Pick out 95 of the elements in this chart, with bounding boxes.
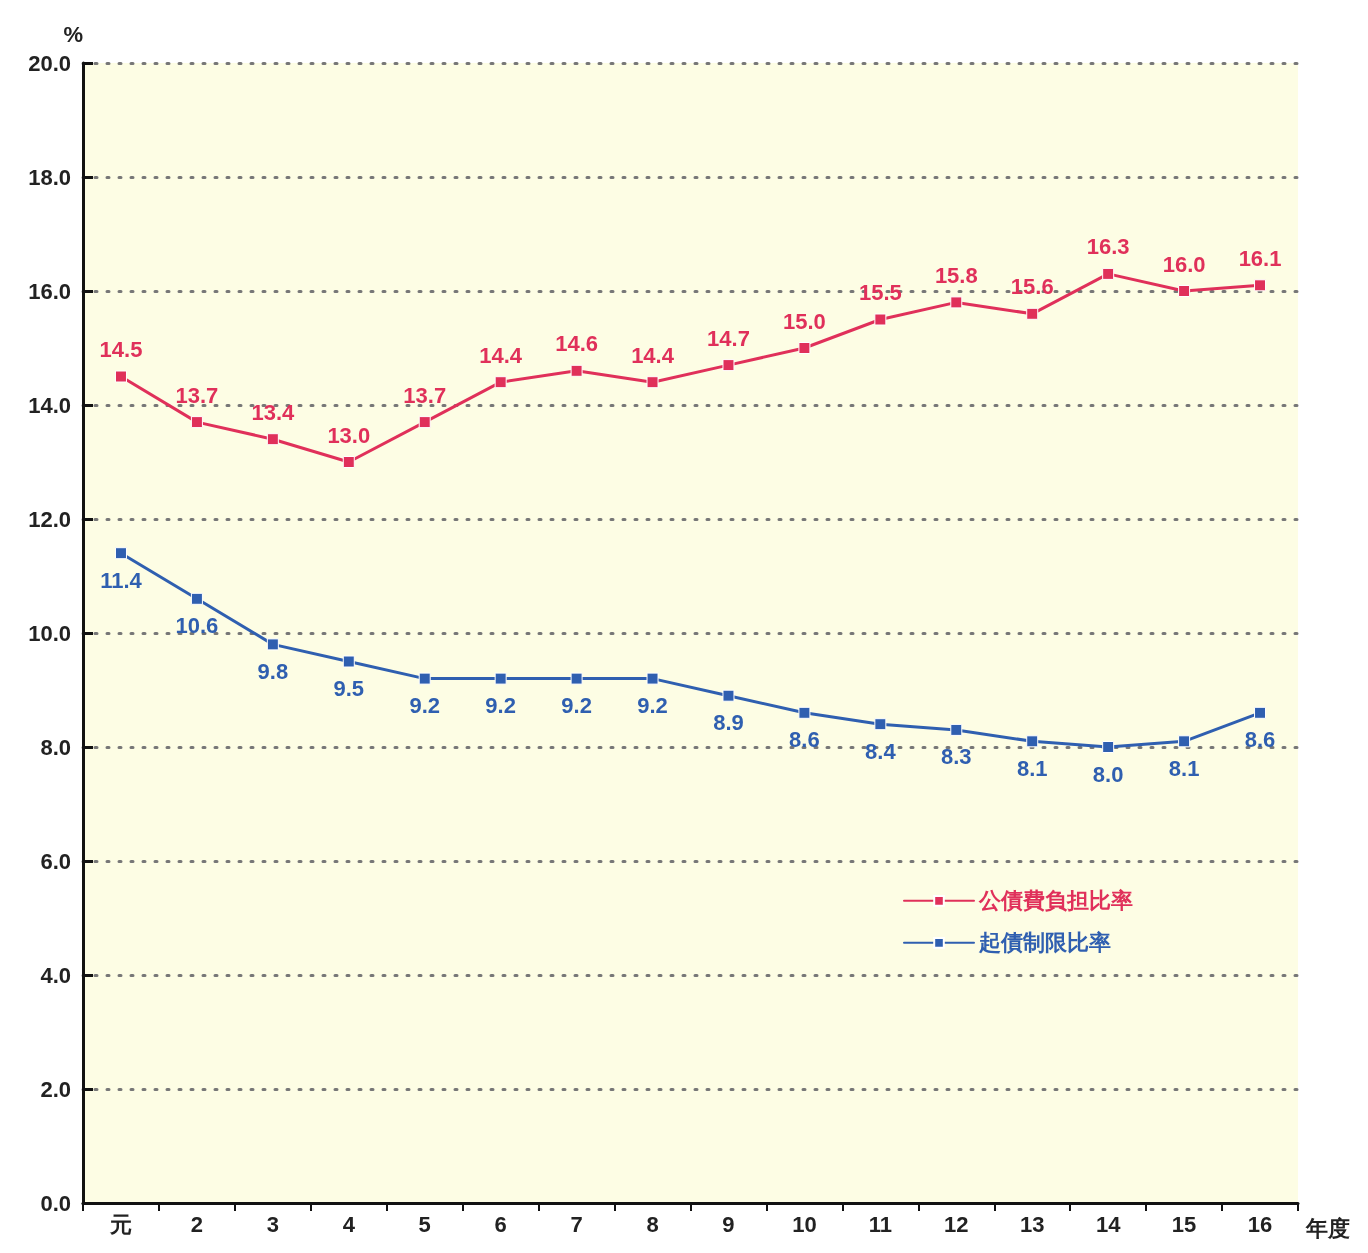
point — [494, 672, 507, 685]
point — [1102, 267, 1115, 280]
point — [874, 313, 887, 326]
x-tick-label: 16 — [1247, 1211, 1273, 1237]
y-tick-label: 8.0 — [40, 734, 71, 760]
y-tick-label: 2.0 — [40, 1076, 71, 1102]
x-tick-label: 3 — [266, 1211, 279, 1237]
x-tick-label: 6 — [494, 1211, 507, 1237]
point — [342, 655, 355, 668]
data-label: 9.2 — [637, 693, 668, 719]
data-label: 8.3 — [940, 744, 972, 770]
data-label: 9.8 — [257, 658, 289, 684]
point — [646, 376, 659, 389]
point — [1026, 307, 1039, 320]
y-tick-label: 10.0 — [28, 620, 71, 646]
point — [190, 592, 203, 605]
data-label: 16.1 — [1238, 245, 1282, 271]
point — [266, 638, 279, 651]
data-label: 8.6 — [1244, 727, 1276, 753]
point — [114, 547, 127, 560]
x-tick-label: 10 — [792, 1211, 817, 1237]
data-label: 9.2 — [409, 693, 441, 719]
point — [1178, 735, 1191, 748]
data-label: 16.3 — [1086, 234, 1130, 260]
data-label: 13.4 — [251, 399, 296, 425]
data-label: 8.4 — [865, 738, 897, 764]
point — [342, 456, 355, 468]
x-tick-label: 12 — [944, 1211, 969, 1237]
data-label: 8.6 — [789, 727, 820, 753]
point — [494, 376, 507, 389]
y-tick-label: 4.0 — [40, 962, 71, 988]
y-tick-label: 14.0 — [28, 392, 71, 418]
data-label: 8.1 — [1016, 755, 1048, 781]
point — [646, 672, 659, 685]
x-tick-label: 4 — [342, 1211, 356, 1237]
x-tick-label: 2 — [190, 1211, 204, 1237]
point — [114, 370, 127, 383]
x-tick-label: 13 — [1019, 1211, 1045, 1237]
x-tick-label: 9 — [722, 1211, 735, 1237]
x-tick-label: 11 — [868, 1211, 892, 1237]
data-label: 13.7 — [403, 382, 447, 408]
x-axis-title: 年度 — [1305, 1215, 1350, 1241]
point — [722, 689, 735, 702]
point — [1102, 741, 1115, 753]
x-tick-label: 元 — [108, 1211, 132, 1237]
data-label: 8.0 — [1092, 761, 1124, 787]
y-tick-label: 20.0 — [28, 50, 71, 76]
data-label: 13.7 — [175, 382, 219, 408]
data-label: 16.0 — [1162, 251, 1206, 277]
point — [950, 723, 963, 736]
y-axis-title: % — [63, 21, 83, 47]
data-label: 11.4 — [100, 567, 143, 593]
data-label: 15.8 — [934, 262, 978, 288]
data-label: 15.0 — [782, 308, 826, 334]
x-tick-label: 5 — [418, 1211, 431, 1237]
y-tick-label: 16.0 — [28, 278, 71, 304]
data-label: 8.1 — [1168, 755, 1200, 781]
point — [1026, 735, 1039, 748]
point — [190, 416, 203, 429]
data-label: 9.2 — [485, 693, 516, 719]
data-label: 13.0 — [327, 422, 371, 448]
point — [1178, 285, 1191, 297]
point — [418, 416, 431, 429]
data-label: 9.5 — [333, 676, 365, 701]
point — [266, 433, 279, 446]
point — [1254, 279, 1267, 292]
point — [570, 364, 583, 377]
legend-label: 起債制限比率 — [978, 930, 1111, 956]
point — [798, 706, 811, 719]
x-tick-label: 15 — [1171, 1211, 1197, 1237]
data-label: 15.5 — [858, 280, 902, 305]
point — [1254, 706, 1267, 719]
x-tick-label: 8 — [646, 1211, 659, 1237]
data-label: 10.6 — [175, 613, 219, 639]
x-tick-label: 7 — [570, 1211, 583, 1237]
data-label: 14.7 — [707, 325, 750, 351]
point — [874, 718, 887, 731]
data-label: 8.9 — [713, 710, 744, 736]
point — [418, 672, 431, 685]
point — [570, 672, 583, 685]
data-label: 9.2 — [561, 693, 592, 719]
y-tick-label: 12.0 — [28, 506, 71, 532]
data-label: 14.4 — [479, 342, 523, 368]
point — [950, 296, 963, 309]
data-label: 14.4 — [631, 342, 675, 368]
point — [722, 359, 735, 372]
y-tick-label: 18.0 — [28, 164, 71, 190]
y-tick-label: 0.0 — [40, 1190, 71, 1216]
data-label: 15.6 — [1010, 274, 1054, 300]
point — [798, 342, 811, 354]
data-label: 14.5 — [99, 337, 143, 362]
legend-label: 公債費負担比率 — [978, 888, 1133, 914]
y-tick-label: 6.0 — [40, 848, 71, 874]
x-tick-label: 14 — [1095, 1211, 1122, 1237]
data-label: 14.6 — [555, 331, 599, 357]
